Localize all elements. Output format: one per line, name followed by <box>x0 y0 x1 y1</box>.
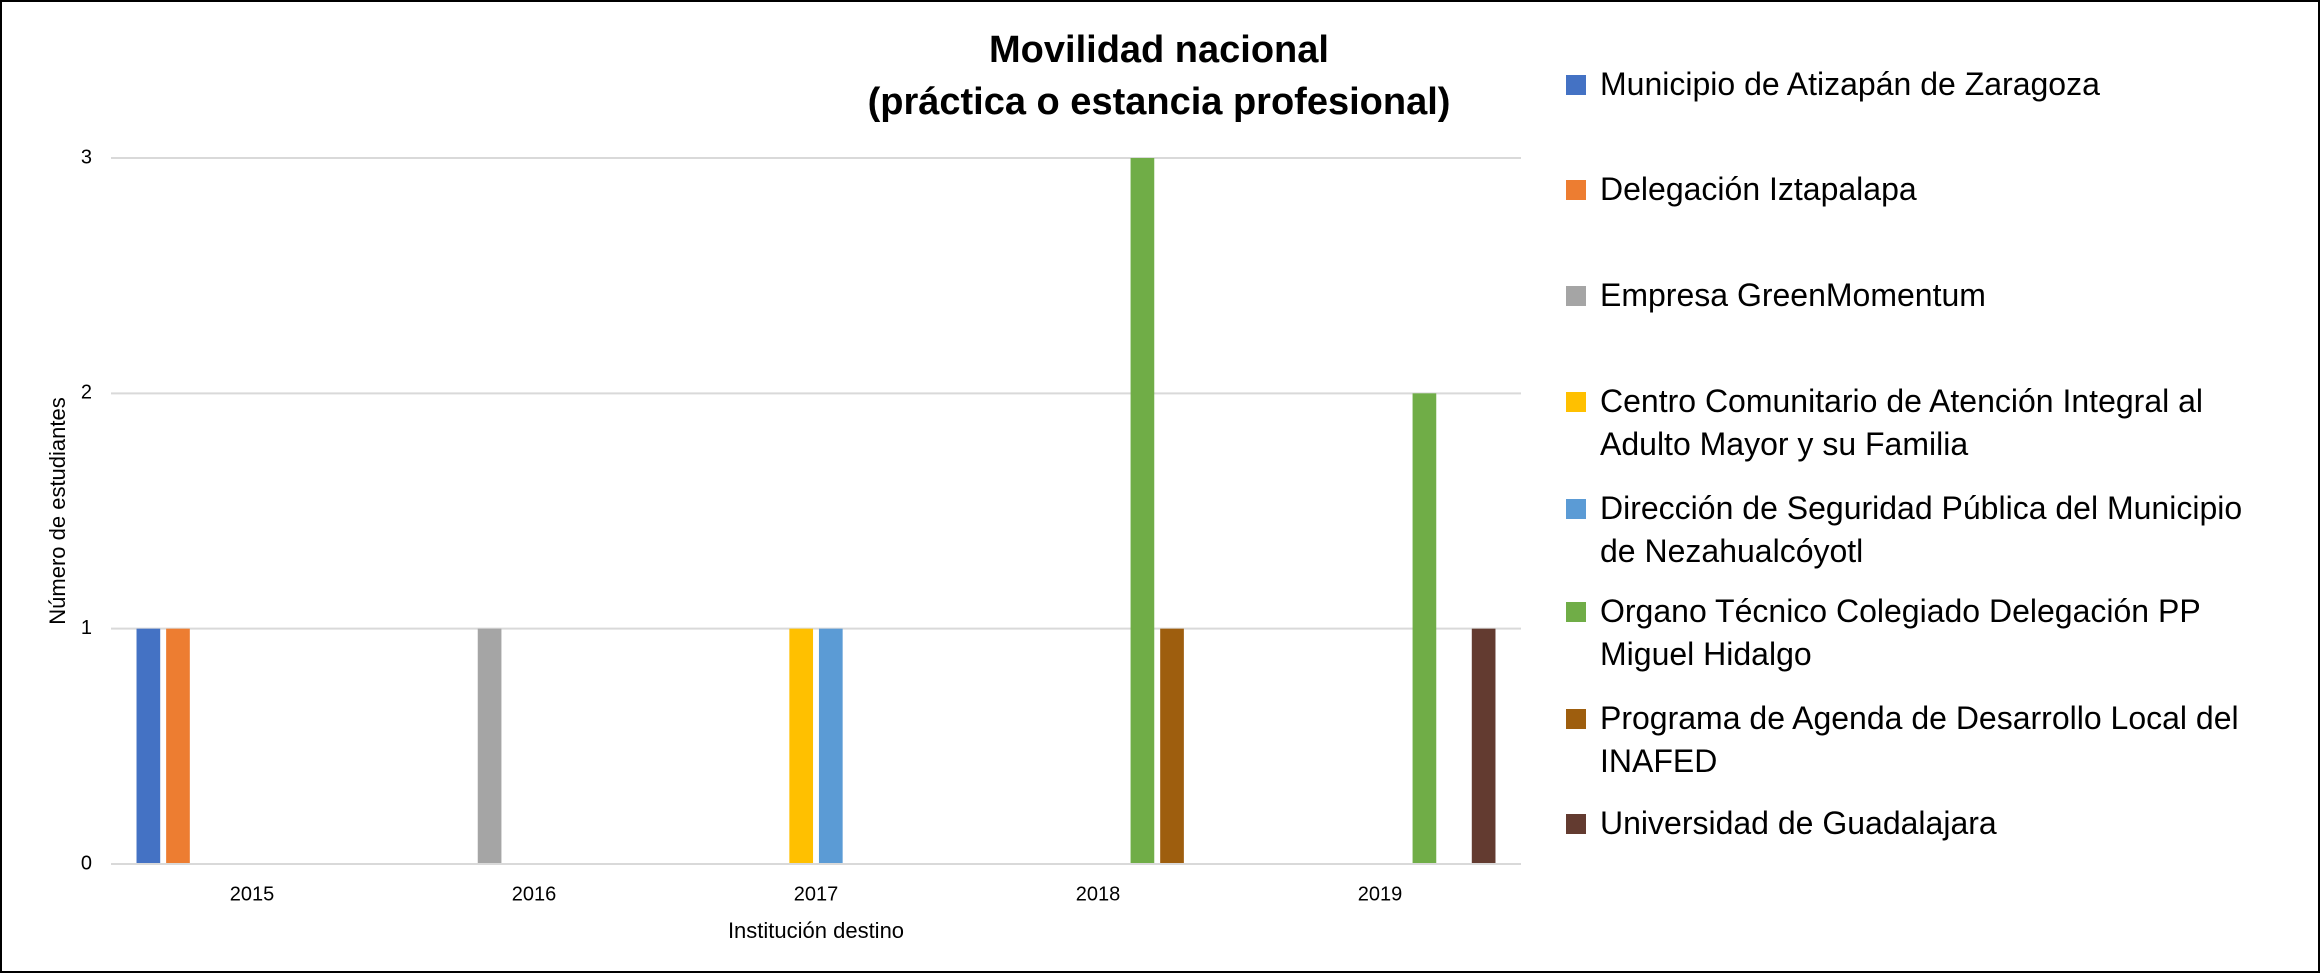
legend-item: Universidad de Guadalajara <box>1566 802 2260 845</box>
bar <box>477 628 502 864</box>
legend-label: Empresa GreenMomentum <box>1600 277 1986 313</box>
legend-item: Municipio de Atizapán de Zaragoza <box>1566 63 2260 106</box>
legend-swatch <box>1566 814 1586 834</box>
y-axis-title: Número de estudiantes <box>45 397 70 624</box>
legend-label: Universidad de Guadalajara <box>1600 805 1997 841</box>
bar <box>136 628 161 864</box>
bar <box>1130 158 1155 864</box>
bar <box>789 628 814 864</box>
legend-item: Dirección de Seguridad Pública del Munic… <box>1566 487 2260 573</box>
legend-swatch <box>1566 286 1586 306</box>
y-tick-label: 1 <box>81 617 92 639</box>
legend-label: Programa de Agenda de Desarrollo Local d… <box>1600 700 2239 779</box>
legend-swatch <box>1566 180 1586 200</box>
legend-swatch <box>1566 392 1586 412</box>
chart-title: Movilidad nacional <box>989 29 1329 71</box>
legend-label: Municipio de Atizapán de Zaragoza <box>1600 66 2100 102</box>
legend-label: Dirección de Seguridad Pública del Munic… <box>1600 490 2243 569</box>
legend-swatch <box>1566 709 1586 729</box>
bar <box>1160 628 1184 864</box>
x-tick-label: 2017 <box>794 883 839 905</box>
legend-item: Organo Técnico Colegiado Delegación PP M… <box>1566 590 2260 676</box>
x-tick-label: 2018 <box>1076 883 1121 905</box>
bar <box>818 628 843 864</box>
x-tick-label: 2016 <box>512 883 557 905</box>
legend-item: Centro Comunitario de Atención Integral … <box>1566 380 2260 466</box>
chart-subtitle: (práctica o estancia profesional) <box>868 81 1451 123</box>
y-tick-label: 3 <box>81 146 92 168</box>
x-tick-label: 2015 <box>230 883 275 905</box>
legend-swatch <box>1566 602 1586 622</box>
legend-item: Empresa GreenMomentum <box>1566 274 2260 317</box>
legend-label: Organo Técnico Colegiado Delegación PP M… <box>1600 593 2201 672</box>
y-tick-label: 0 <box>81 852 92 874</box>
bar <box>1471 628 1496 864</box>
y-tick-label: 2 <box>81 382 92 404</box>
bar <box>1412 393 1437 864</box>
legend-item: Programa de Agenda de Desarrollo Local d… <box>1566 697 2260 783</box>
x-axis-title: Institución destino <box>728 918 904 943</box>
legend-swatch <box>1566 499 1586 519</box>
legend-swatch <box>1566 75 1586 95</box>
x-tick-label: 2019 <box>1358 883 1403 905</box>
legend-label: Delegación Iztapalapa <box>1600 171 1917 207</box>
legend-label: Centro Comunitario de Atención Integral … <box>1600 383 2204 462</box>
bar <box>166 628 190 864</box>
legend-item: Delegación Iztapalapa <box>1566 168 2260 211</box>
